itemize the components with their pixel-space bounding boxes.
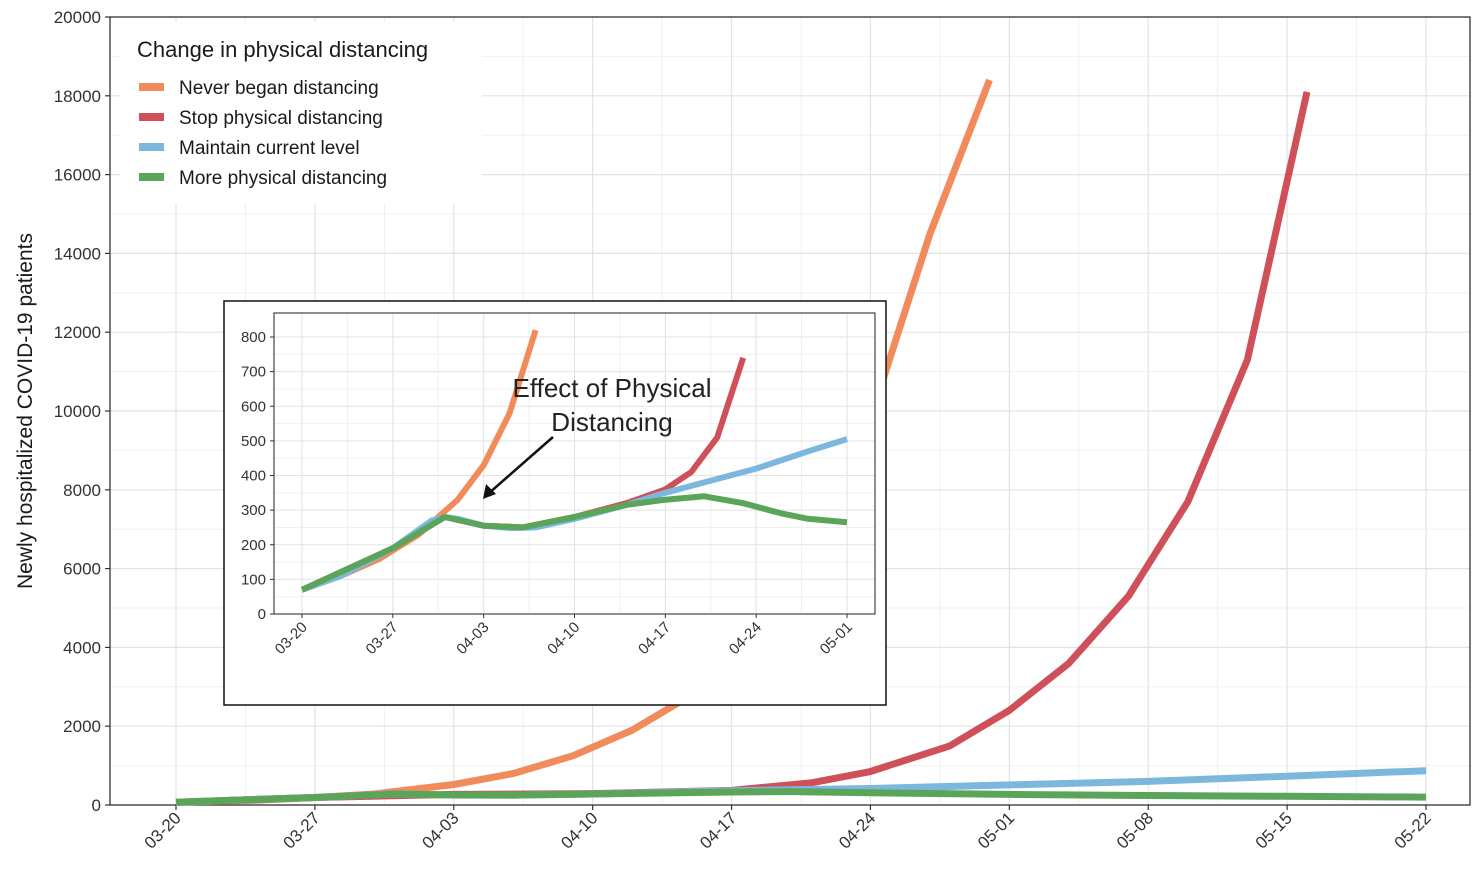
inset-y-tick-label: 600 — [241, 398, 266, 415]
legend-label-2: Maintain current level — [179, 138, 360, 159]
main-x-tick-label: 05-15 — [1252, 808, 1296, 852]
inset-annotation: Effect of Physical Distancing — [483, 373, 711, 499]
legend-background — [120, 22, 482, 204]
main-x-tick-label: 04-24 — [835, 808, 879, 852]
main-y-tick-label: 12000 — [54, 323, 101, 342]
legend-label-1: Stop physical distancing — [179, 108, 383, 129]
main-x-tick-label: 03-20 — [141, 808, 185, 852]
inset-y-tick-label: 400 — [241, 468, 266, 485]
annotation-arrow-head — [483, 484, 496, 499]
main-x-tick-label: 05-01 — [974, 808, 1018, 852]
annotation-text-line1: Effect of Physical — [513, 373, 712, 403]
main-y-tick-label: 20000 — [54, 8, 101, 27]
legend-swatch-0 — [139, 83, 164, 91]
main-y-tick-label: 18000 — [54, 87, 101, 106]
inset-plot-border — [273, 312, 876, 615]
legend-title: Change in physical distancing — [137, 37, 428, 62]
legend-label-3: More physical distancing — [179, 168, 387, 189]
inset-frame — [223, 300, 887, 706]
legend: Change in physical distancing Never began… — [120, 22, 482, 204]
main-x-tick-label: 04-03 — [418, 808, 462, 852]
inset-series-line-3 — [300, 493, 848, 593]
legend-label-0: Never began distancing — [179, 78, 379, 99]
inset-y-tick-label: 200 — [241, 537, 266, 554]
inset-y-tick-label: 0 — [258, 606, 266, 623]
main-x-tick-label: 04-17 — [696, 808, 740, 852]
inset-y-tick-label: 300 — [241, 502, 266, 519]
series-line-3 — [175, 788, 1427, 806]
legend-swatch-1 — [139, 113, 164, 121]
main-x-tick-label: 03-27 — [280, 808, 324, 852]
main-y-tick-label: 16000 — [54, 166, 101, 185]
main-y-tick-label: 8000 — [63, 481, 101, 500]
main-y-tick-label: 6000 — [63, 560, 101, 579]
annotation-text-line2: Distancing — [551, 407, 672, 437]
inset-y-tick-label: 800 — [241, 329, 266, 346]
legend-swatch-3 — [139, 173, 164, 181]
main-y-tick-label: 10000 — [54, 402, 101, 421]
main-y-tick-label: 2000 — [63, 717, 101, 736]
inset-y-tick-label: 500 — [241, 433, 266, 450]
main-x-tick-label: 05-22 — [1391, 808, 1435, 852]
inset-y-tick-label: 700 — [241, 364, 266, 381]
main-y-tick-label: 4000 — [63, 638, 101, 657]
main-plot-border — [109, 16, 1471, 806]
annotation-arrow-line — [487, 436, 554, 495]
main-x-tick-label: 04-10 — [557, 808, 601, 852]
legend-swatch-2 — [139, 143, 164, 151]
main-x-tick-label: 05-08 — [1113, 808, 1157, 852]
main-y-axis-title: Newly hospitalized COVID-19 patients — [14, 233, 37, 589]
inset-y-tick-label: 100 — [241, 571, 266, 588]
main-y-tick-label: 14000 — [54, 244, 101, 263]
main-y-tick-label: 0 — [92, 796, 101, 815]
